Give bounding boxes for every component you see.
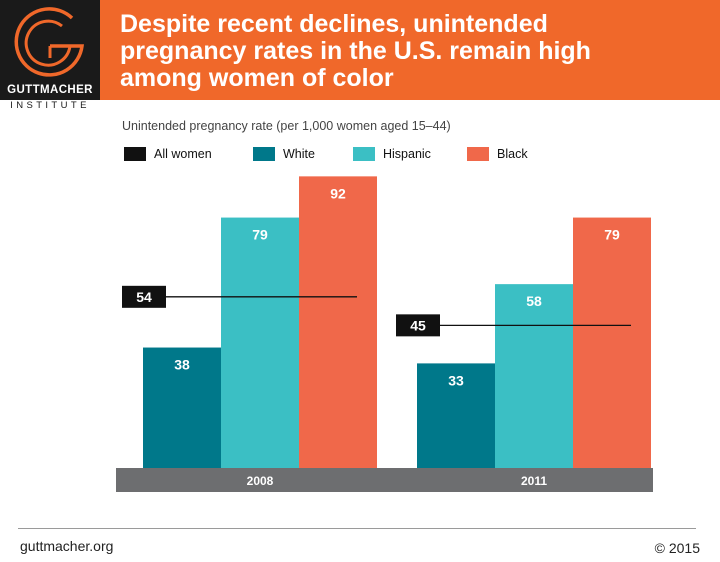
bar-white-2011	[417, 363, 495, 468]
reference-label: 54	[136, 289, 152, 305]
data-label: 92	[330, 185, 346, 201]
data-label: 79	[604, 227, 620, 243]
legend-label: All women	[154, 147, 212, 161]
legend-label: Black	[497, 147, 528, 161]
footer-copyright: © 2015	[654, 540, 700, 556]
logo-name: GUTTMACHER	[7, 84, 93, 96]
data-label: 58	[526, 293, 542, 309]
logo: GUTTMACHER	[0, 0, 100, 100]
logo-g-icon	[14, 7, 84, 77]
data-label: 79	[252, 227, 268, 243]
legend-swatch	[353, 147, 375, 161]
data-label: 33	[448, 372, 464, 388]
logo-subtitle: INSTITUTE	[10, 100, 90, 111]
legend-swatch	[124, 147, 146, 161]
bar-black-2008	[299, 176, 377, 469]
page-title: Despite recent declines, unintended preg…	[120, 11, 700, 92]
legend-label: Hispanic	[383, 147, 431, 161]
legend-label: White	[283, 147, 315, 161]
legend-swatch	[253, 147, 275, 161]
x-tick-label: 2011	[521, 474, 547, 488]
footer-divider	[18, 528, 696, 529]
bar-white-2008	[143, 347, 221, 468]
reference-label: 45	[410, 317, 426, 333]
header-banner: GUTTMACHER Despite recent declines, unin…	[0, 0, 720, 100]
x-axis-band	[116, 468, 653, 492]
reference-box-2008	[122, 285, 166, 308]
x-tick-label: 2008	[247, 474, 274, 488]
footer-site-link[interactable]: guttmacher.org	[20, 538, 114, 554]
bar-black-2011	[573, 217, 651, 468]
title-line-1: Despite recent declines, unintended	[120, 10, 548, 38]
legend-swatch	[467, 147, 489, 161]
title-line-2: pregnancy rates in the U.S. remain high	[120, 37, 591, 65]
data-label: 38	[174, 357, 190, 373]
bar-hispanic-2008	[221, 217, 299, 468]
title-line-3: among women of color	[120, 64, 394, 92]
chart-ylabel: Unintended pregnancy rate (per 1,000 wom…	[122, 119, 451, 133]
reference-box-2011	[396, 314, 440, 337]
bar-hispanic-2011	[495, 284, 573, 468]
